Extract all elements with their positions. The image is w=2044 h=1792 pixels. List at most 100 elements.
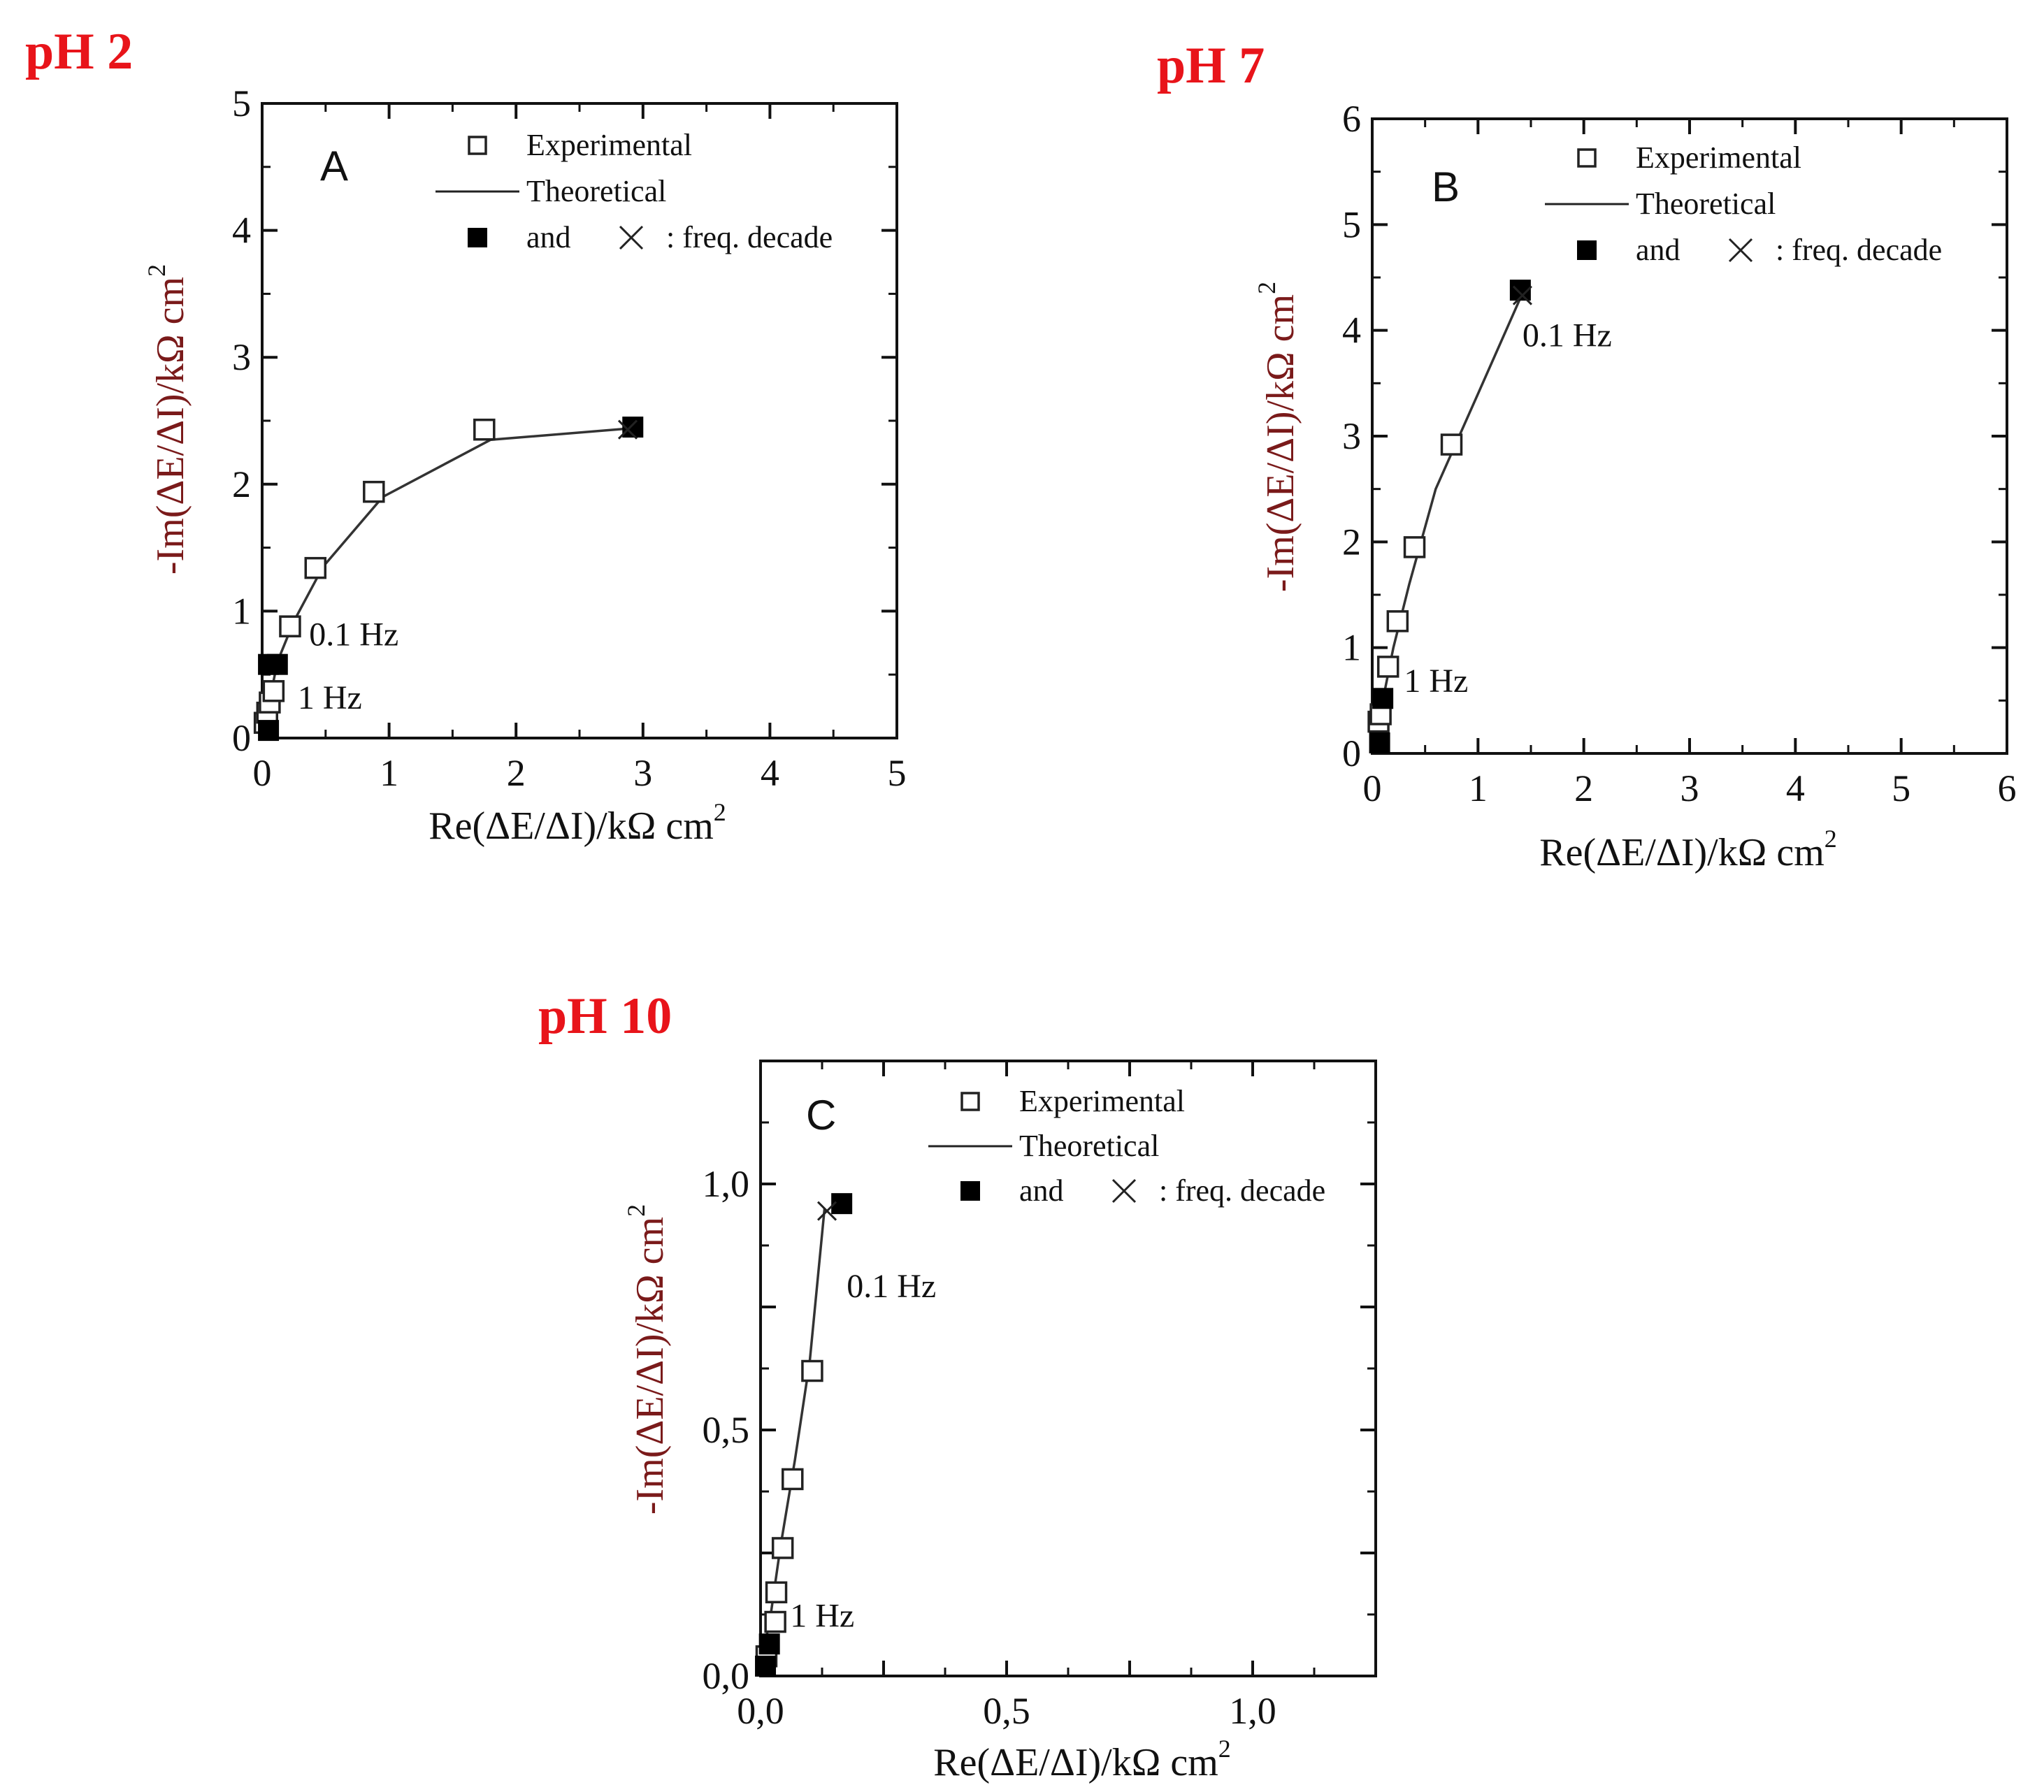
legend-and: and [526,220,571,254]
y-tick-label: 2 [1342,521,1361,563]
x-tick-label: 0,5 [983,1690,1030,1732]
data-point-freq-decade [258,720,280,742]
legend-cross-icon [619,225,644,250]
panel-label: B [1432,164,1460,210]
data-point-freq-decade-cross [617,419,638,440]
legend: Experimental Theoretical and : freq. decade [436,128,833,254]
frequency-annotation: 1 Hz [1404,663,1468,700]
data-point-freq-decade [758,1633,780,1655]
y-tick-label: 0,0 [703,1655,750,1697]
panel-label: C [806,1092,836,1139]
legend-experimental: Experimental [1019,1084,1185,1118]
data-point-experimental [1386,610,1409,633]
chart-panel-a: pH 2 0 1 2 3 4 5 0 1 2 3 4 5 Re(ΔE/ΔI)/kΩ cm2 -Im(ΔE/Δ… [25,23,907,848]
legend-filled-square-icon [960,1181,980,1201]
x-axis-label: Re(ΔE/ΔI)/kΩ cm2 [933,1735,1231,1784]
data-point-experimental [801,1359,823,1382]
frequency-annotation: 1 Hz [790,1598,854,1635]
legend-open-square-icon [1577,148,1597,168]
legend-filled-square-icon [468,228,487,247]
x-tick-label: 0 [1363,767,1382,809]
y-tick-label: 3 [1342,415,1361,457]
legend-theoretical: Theoretical [1019,1129,1159,1163]
y-tick-label: 0,5 [703,1409,750,1451]
legend-experimental: Experimental [1636,140,1801,175]
panel-label: A [320,143,348,189]
y-axis-label: -Im(ΔE/ΔI)/kΩ cm2 [622,1204,672,1515]
legend-cross-icon [1111,1178,1137,1204]
y-tick-label: 0 [1342,732,1361,774]
x-tick-label: 0 [253,752,272,794]
x-tick-label: 1 [1469,767,1488,809]
x-tick-label: 1,0 [1229,1690,1276,1732]
x-tick-label: 5 [888,752,907,794]
legend-freq-decade: : freq. decade [666,220,833,254]
legend-open-square-icon [960,1092,980,1111]
y-tick-label: 6 [1342,98,1361,140]
x-tick-label: 6 [1998,767,2017,809]
data-point-experimental [304,556,327,579]
x-axis-label: Re(ΔE/ΔI)/kΩ cm2 [1539,825,1837,874]
data-point-freq-decade [266,653,288,675]
x-tick-label: 4 [1786,767,1805,809]
y-tick-label: 1 [232,590,251,632]
y-tick-label: 1,0 [703,1163,750,1205]
chart-panel-c: pH 100,0 0,5 1,00,00,51,0Re(ΔE/ΔI)/kΩ cm2-… [538,988,1377,1784]
data-point-experimental [363,480,385,503]
y-tick-label: 0 [232,717,251,759]
x-axis-label: Re(ΔE/ΔI)/kΩ cm2 [429,798,726,848]
frequency-annotation: 0.1 Hz [847,1268,936,1305]
x-tick-label: 0,0 [737,1690,784,1732]
y-tick-label: 5 [232,82,251,124]
data-point-freq-decade-cross [816,1201,837,1221]
data-point-freq-decade [1372,688,1394,709]
data-point-experimental [771,1537,794,1559]
data-point-experimental [782,1468,804,1491]
legend-and: and [1019,1173,1064,1208]
chart-title: pH 10 [538,988,672,1045]
legend-theoretical: Theoretical [526,174,666,208]
legend-theoretical: Theoretical [1636,187,1776,221]
legend-freq-decade: : freq. decade [1159,1173,1325,1208]
y-tick-label: 5 [1342,203,1361,245]
data-point-experimental [764,1610,786,1633]
legend: Experimental Theoretical and : freq. decade [1545,140,1942,267]
frequency-annotation: 0.1 Hz [309,616,398,653]
legend: Experimental Theoretical and : freq. decade [928,1084,1325,1208]
legend-experimental: Experimental [526,128,692,162]
data-point-experimental [262,680,285,702]
data-point-experimental [1376,656,1399,678]
data-point-experimental [473,418,496,441]
y-tick-label: 4 [1342,310,1361,352]
x-tick-label: 1 [380,752,398,794]
x-tick-label: 3 [1680,767,1699,809]
data-point-freq-decade [1369,732,1390,753]
legend-cross-icon [1728,238,1753,263]
data-point-experimental [1440,433,1463,456]
y-tick-label: 1 [1342,627,1361,669]
y-tick-label: 4 [232,210,251,252]
chart-title: pH 7 [1157,37,1265,94]
x-tick-label: 5 [1892,767,1910,809]
chart-panel-b: pH 7 0 1 2 3 4 5 6 0 1 2 3 4 5 6 Re(ΔE/ΔI)/kΩ cm2 -Im(ΔE… [1157,37,2017,874]
legend-open-square-icon [468,136,487,155]
y-axis-label: -Im(ΔE/ΔI)/kΩ cm2 [143,264,192,575]
legend-and: and [1636,233,1680,267]
frequency-annotation: 1 Hz [298,679,362,716]
chart-title: pH 2 [25,23,133,80]
data-point-experimental [279,615,301,637]
data-point-experimental [765,1581,788,1604]
y-axis-label: -Im(ΔE/ΔI)/kΩ cm2 [1253,282,1302,592]
x-tick-label: 2 [507,752,526,794]
data-point-experimental [1403,536,1426,558]
data-point-freq-decade-cross [1512,285,1532,305]
data-point-freq-decade [755,1655,777,1677]
y-tick-label: 3 [232,336,251,378]
y-tick-label: 2 [232,463,251,505]
x-tick-label: 2 [1574,767,1593,809]
frequency-annotation: 0.1 Hz [1523,317,1612,354]
legend-filled-square-icon [1577,240,1597,260]
x-tick-label: 4 [761,752,779,794]
legend-freq-decade: : freq. decade [1776,233,1942,267]
